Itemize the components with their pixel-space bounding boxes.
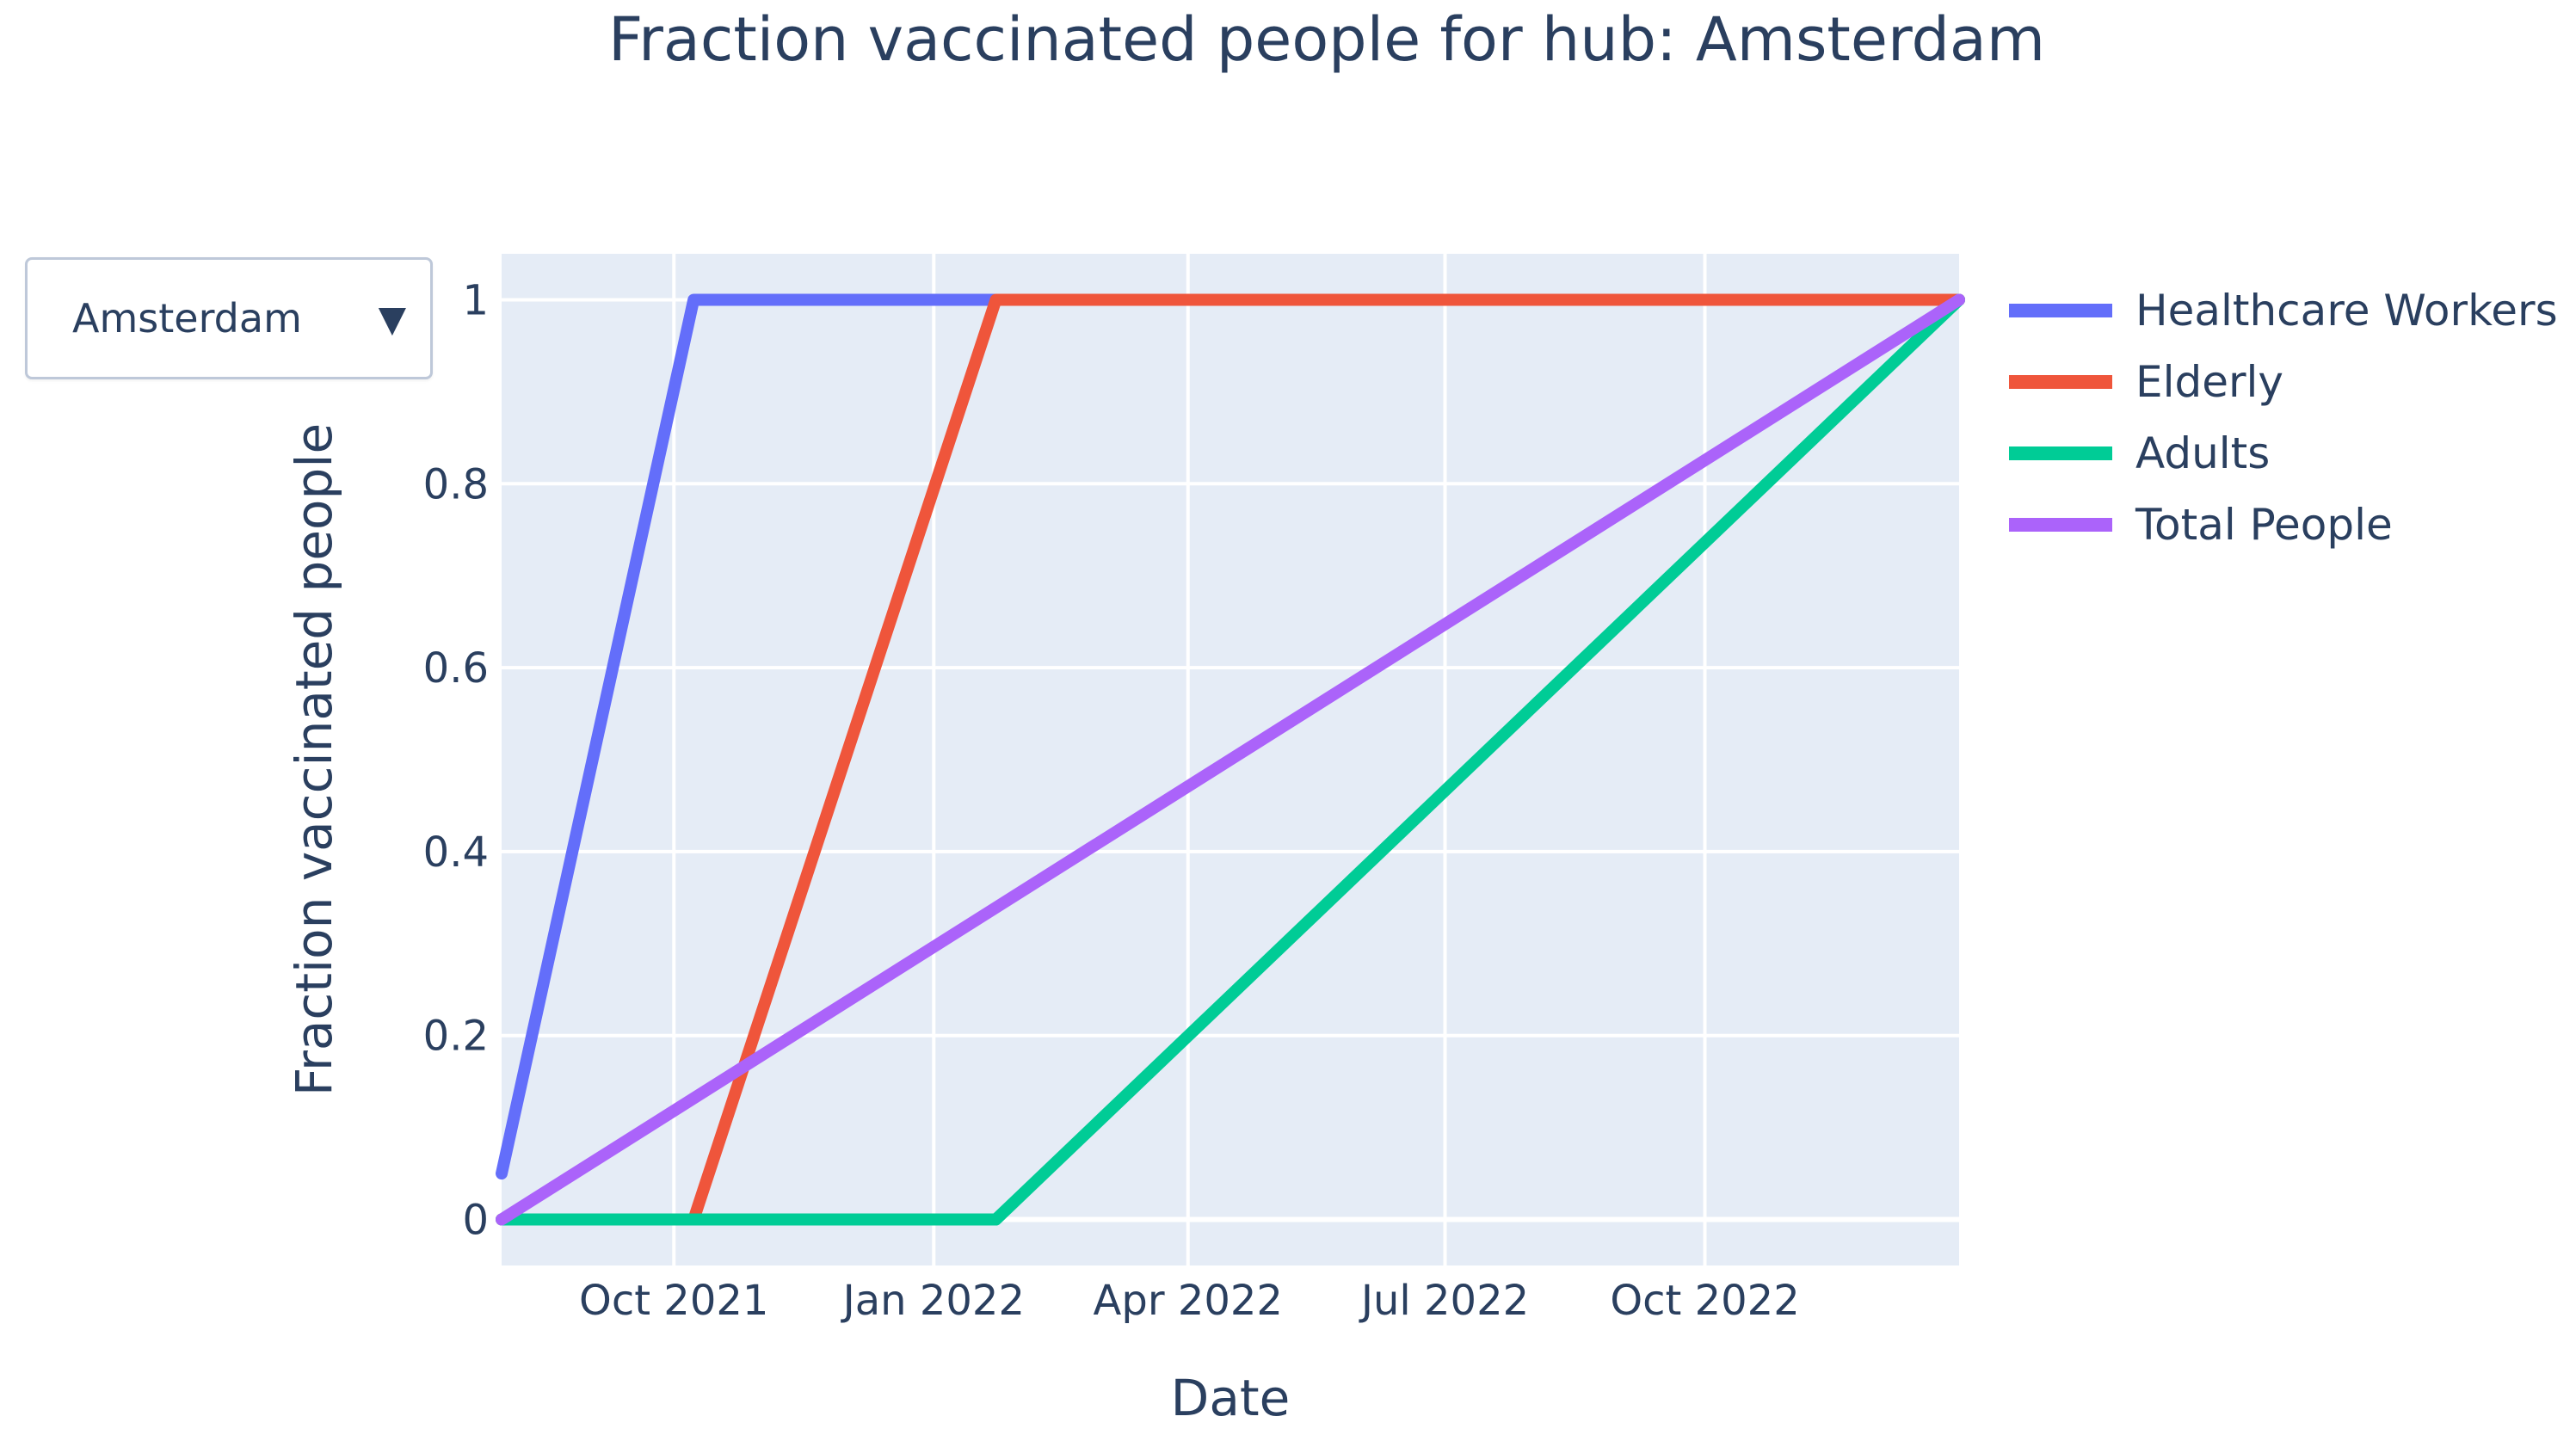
triangle-down-icon[interactable]: ▼ bbox=[378, 297, 406, 340]
y-tick-label: 1 bbox=[462, 276, 489, 324]
hub-dropdown-label: Amsterdam bbox=[72, 295, 302, 342]
x-tick-labels: Oct 2021 Jan 2022 Apr 2022 Jul 2022 Oct 2022 bbox=[579, 1277, 1800, 1325]
x-axis-label: Date bbox=[1171, 1369, 1291, 1427]
y-axis-label: Fraction vaccinated people bbox=[285, 423, 343, 1096]
hub-dropdown[interactable]: Amsterdam ▼ bbox=[25, 257, 433, 379]
y-tick-label: 0.8 bbox=[423, 460, 489, 508]
series-line-total-people bbox=[496, 293, 1965, 1226]
y-tick-label: 0.4 bbox=[423, 828, 489, 877]
legend-label: Total People bbox=[2135, 500, 2393, 550]
legend-label: Adults bbox=[2135, 428, 2270, 478]
x-tick-label: Jan 2022 bbox=[841, 1277, 1025, 1325]
x-tick-label: Oct 2022 bbox=[1610, 1277, 1799, 1325]
series-line-adults bbox=[496, 293, 1965, 1226]
y-tick-label: 0 bbox=[462, 1197, 489, 1245]
legend-label: Healthcare Workers bbox=[2135, 286, 2558, 336]
y-tick-label: 0.6 bbox=[423, 644, 489, 693]
y-tick-label: 0.2 bbox=[423, 1013, 489, 1061]
x-tick-label: Oct 2021 bbox=[579, 1277, 768, 1325]
series-lines bbox=[496, 293, 1965, 1226]
x-tick-label: Jul 2022 bbox=[1359, 1277, 1529, 1325]
legend-label: Elderly bbox=[2135, 357, 2283, 407]
y-tick-labels: 0 0.2 0.4 0.6 0.8 1 bbox=[423, 276, 489, 1244]
legend: Healthcare Workers Elderly Adults Total Peo… bbox=[2009, 286, 2558, 550]
x-tick-label: Apr 2022 bbox=[1094, 1277, 1283, 1325]
chart-title: Fraction vaccinated people for hub: Amst… bbox=[608, 4, 2045, 75]
